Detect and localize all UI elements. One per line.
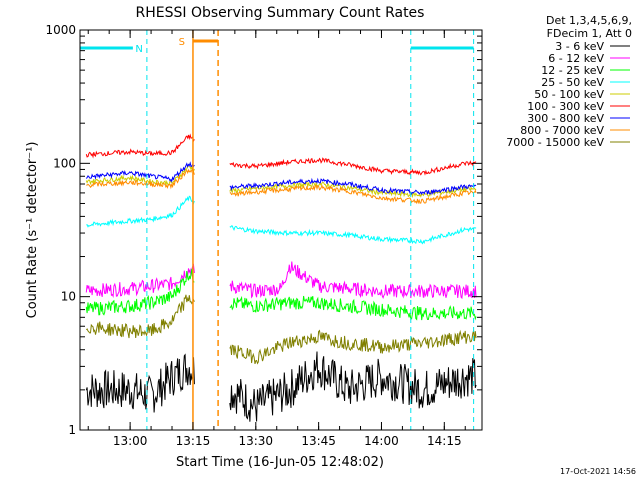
legend-label-3: 12 - 25 keV: [541, 64, 604, 77]
series-line-2-part-1: [85, 263, 195, 299]
legend-label-1: 3 - 6 keV: [555, 40, 604, 53]
saa-label: S: [179, 37, 185, 48]
series-line-1-part-2: [229, 351, 477, 422]
series-line-6-part-1: [85, 133, 195, 159]
y-axis-label: Count Rate (s⁻¹ detector⁻¹): [25, 142, 40, 319]
x-axis-label: Start Time (16-Jun-05 12:48:02): [176, 455, 384, 470]
legend-label-4: 25 - 50 keV: [541, 76, 604, 89]
y-tick-label-1: 1: [68, 423, 76, 437]
series-line-6-part-2: [229, 157, 477, 176]
series-line-8-part-1: [86, 168, 195, 190]
x-tick-label-2: 13:15: [176, 434, 211, 448]
series-line-1-part-1: [85, 353, 195, 413]
y-tick-label-4: 1000: [45, 23, 76, 37]
legend-label-5: 50 - 100 keV: [534, 88, 604, 101]
x-tick-label-6: 14:15: [427, 434, 462, 448]
series-line-4-part-2: [229, 225, 477, 245]
y-tick-label-3: 100: [53, 156, 76, 170]
plot-frame: [79, 29, 483, 431]
legend-label-7: 300 - 800 keV: [527, 112, 604, 125]
series-line-5-part-1: [85, 165, 195, 186]
legend-label-2: 6 - 12 keV: [548, 52, 604, 65]
plot-area: NS: [80, 30, 477, 430]
legend-label-6: 100 - 300 keV: [527, 100, 604, 113]
series-line-3-part-1: [85, 268, 195, 316]
series-line-3-part-2: [229, 295, 477, 321]
axis-ticks: 1 10 100 1000 13:00 13:15 13:30 13:45 14:00 14:15: [45, 23, 482, 448]
legend-label-9: 7000 - 15000 keV: [506, 136, 604, 149]
header-line-2: FDecim 1, Att 0: [547, 27, 632, 40]
series-line-7-part-2: [229, 177, 477, 196]
series-line-4-part-1: [86, 195, 195, 228]
footer-timestamp: 17-Oct-2021 14:56: [560, 467, 636, 476]
x-tick-label-3: 13:30: [238, 434, 273, 448]
x-tick-label-4: 13:45: [301, 434, 336, 448]
chart-title: RHESSI Observing Summary Count Rates: [136, 5, 425, 21]
x-tick-label-1: 13:00: [113, 434, 148, 448]
plot-inner: [85, 133, 477, 422]
series-line-2-part-2: [229, 261, 477, 300]
y-tick-label-2: 10: [61, 290, 76, 304]
series-line-9-part-1: [85, 294, 195, 339]
series-line-8-part-2: [229, 184, 477, 205]
series-line-9-part-2: [229, 329, 477, 365]
night-label: N: [135, 44, 142, 55]
series-line-5-part-2: [229, 180, 477, 199]
series-line-7-part-1: [85, 161, 195, 183]
header-line-1: Det 1,3,4,5,6,9,: [546, 14, 632, 27]
x-tick-label-5: 14:00: [364, 434, 399, 448]
legend-label-8: 800 - 7000 keV: [520, 124, 604, 137]
